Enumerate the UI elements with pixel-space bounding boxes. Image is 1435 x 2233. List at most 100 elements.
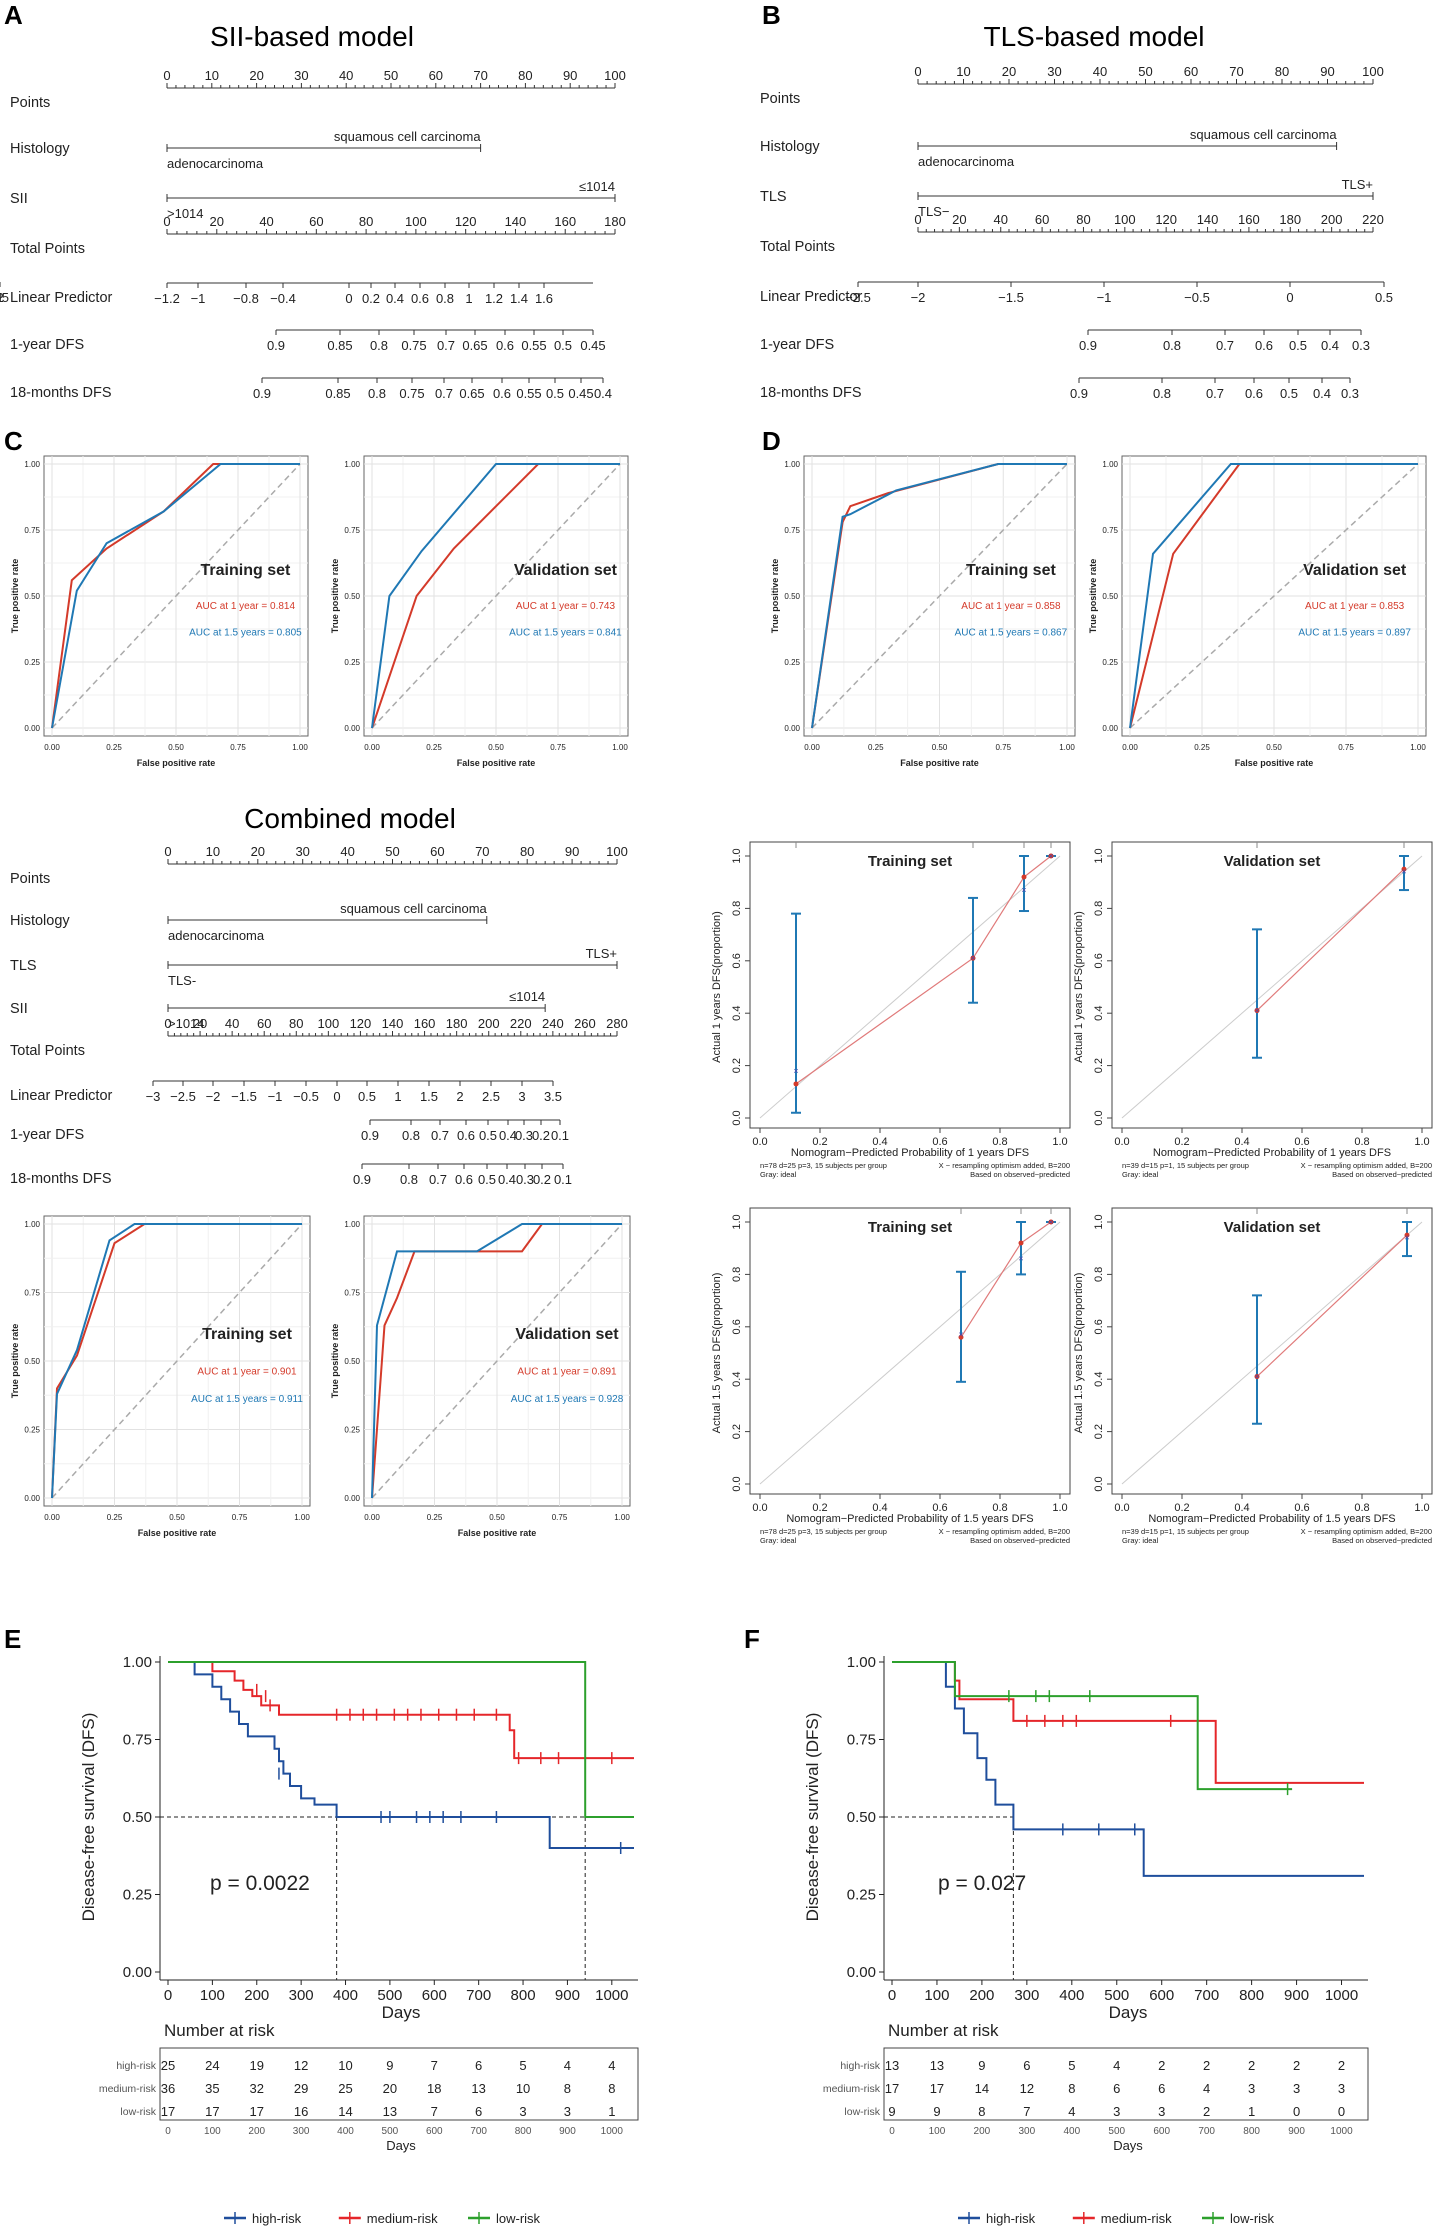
- calibration-line: [1256, 868, 1405, 1012]
- corrected-marker: ×: [1048, 851, 1053, 861]
- legend-label: medium-risk: [1101, 2211, 1172, 2226]
- y-axis-label: Disease-free survival (DFS): [803, 1713, 822, 1922]
- x-tick-label: 0.25: [106, 743, 122, 752]
- y-tick-label: 0.50: [123, 1809, 152, 1826]
- x-tick-label: 700: [466, 1987, 491, 2004]
- nomo-tick-label: 0.2: [362, 291, 380, 306]
- risk-count: 18: [427, 2081, 441, 2096]
- x-tick-label: 1.00: [1410, 743, 1426, 752]
- nomo-tick-label: 80: [289, 1016, 303, 1031]
- calibration-1_5yr-validation: 0.0 0.2 0.4 0.6 0.8 1.0 0.0 0.2 0.4 0.6 0.8 1.0 Nomo…: [1073, 1207, 1433, 1545]
- risk-row-label: medium-risk: [823, 2083, 881, 2095]
- panel-letter-a: A: [4, 0, 23, 30]
- x-tick-label: 0.0: [752, 1136, 767, 1148]
- nomo-tick-label: −0.5: [1184, 290, 1210, 305]
- nomo-tick-label: 0.75: [399, 386, 424, 401]
- y-tick-label: 0.00: [344, 724, 360, 733]
- risk-count: 16: [294, 2104, 308, 2119]
- footer-note: Based on observed−predicted: [1332, 1170, 1432, 1179]
- corrected-marker: ×: [1021, 885, 1026, 895]
- y-tick-label: 0.50: [784, 592, 800, 601]
- y-tick-label: 0.6: [1093, 1319, 1105, 1334]
- y-tick-label: 0.8: [1093, 901, 1105, 916]
- x-tick-label: 0.6: [1294, 1136, 1309, 1148]
- y-tick-label: 0.75: [344, 526, 360, 535]
- nomo-tick-label: 60: [1184, 64, 1198, 79]
- nomo-tick-label: 100: [606, 844, 628, 859]
- footer-note: Gray: ideal: [1122, 1536, 1159, 1545]
- risk-x-tick-label: 900: [1288, 2126, 1305, 2137]
- nomo-tick-label: 0.9: [353, 1172, 371, 1187]
- x-axis-label: False positive rate: [1235, 758, 1314, 768]
- roc-sii-validation: 0.00 0.00 0.25 0.25 0.50 0.50 0.75 0.75 1.00 1.00…: [330, 455, 629, 768]
- y-tick-label: 0.6: [1093, 953, 1105, 968]
- x-tick-label: 0.00: [44, 1513, 60, 1522]
- nomo-tick-label: 280: [606, 1016, 628, 1031]
- nomo-tick-label: 0.65: [462, 338, 487, 353]
- nomo-tick-label: 0.85: [325, 386, 350, 401]
- nomo-tick-label: 1: [0, 290, 4, 305]
- nomo-tick-label: −1: [191, 291, 206, 306]
- y-tick-label: 0.00: [847, 1964, 876, 1981]
- risk-count: 4: [1203, 2081, 1210, 2096]
- nomo-tick-label: 0.4: [386, 291, 404, 306]
- corrected-marker: ×: [1401, 867, 1406, 877]
- nomo-tick-label: 40: [259, 214, 273, 229]
- risk-count: 14: [338, 2104, 352, 2119]
- y-tick-label: 0.00: [123, 1964, 152, 1981]
- risk-count: 17: [161, 2104, 175, 2119]
- risk-count: 6: [1158, 2081, 1165, 2096]
- auc-label: AUC at 1 year = 0.858: [961, 601, 1061, 612]
- panel-letter-b: B: [762, 0, 781, 30]
- risk-x-tick-label: 600: [426, 2126, 443, 2137]
- nomo-tick-label: 0.9: [1070, 386, 1088, 401]
- nomo-tick-label: −1.5: [998, 290, 1024, 305]
- risk-count: 32: [250, 2081, 264, 2096]
- nomo-tick-label: 90: [563, 68, 577, 83]
- risk-count: 0: [1293, 2104, 1300, 2119]
- nomo-level-label: >1014: [167, 206, 204, 221]
- footer-note: Based on observed−predicted: [970, 1536, 1070, 1545]
- nomo-tick-label: 1.5: [420, 1089, 438, 1104]
- risk-count: 7: [431, 2104, 438, 2119]
- ideal-line: [759, 855, 1061, 1119]
- nomo-row-label: Total Points: [760, 239, 835, 255]
- diagonal-reference: [1129, 463, 1419, 729]
- auc-label: AUC at 1.5 years = 0.867: [955, 628, 1068, 639]
- risk-count: 2: [1203, 2058, 1210, 2073]
- footer-note: n=78 d=25 p=3, 15 subjects per group: [760, 1161, 887, 1170]
- corrected-marker: ×: [793, 1066, 798, 1076]
- y-tick-label: 0.50: [1102, 592, 1118, 601]
- y-tick-label: 0.2: [1093, 1058, 1105, 1073]
- risk-count: 2: [1248, 2058, 1255, 2073]
- corrected-marker: ×: [1254, 1372, 1259, 1382]
- calibration-1yr-training: 0.0 0.2 0.4 0.6 0.8 1.0 0.0 0.2 0.4 0.6 0.8 1.0 Nomo…: [711, 841, 1071, 1179]
- nomo-tick-label: 60: [429, 68, 443, 83]
- nomo-tick-label: 0.8: [1163, 338, 1181, 353]
- risk-x-tick-label: 200: [248, 2126, 265, 2137]
- x-tick-label: 0.4: [1234, 1502, 1249, 1514]
- risk-count: 4: [564, 2058, 571, 2073]
- nomo-row-label: Total Points: [10, 241, 85, 257]
- nomo-tick-label: 220: [1362, 212, 1384, 227]
- nomo-tick-label: 70: [475, 844, 489, 859]
- x-tick-label: 0.6: [932, 1136, 947, 1148]
- y-tick-label: 0.75: [847, 1732, 876, 1749]
- risk-count: 3: [1113, 2104, 1120, 2119]
- nomo-tick-label: 100: [1114, 212, 1136, 227]
- risk-count: 36: [161, 2081, 175, 2096]
- nomo-tick-label: −3: [146, 1089, 161, 1104]
- risk-x-axis-label: Days: [1113, 2138, 1143, 2153]
- risk-x-tick-label: 800: [1243, 2126, 1260, 2137]
- observed-point: [1254, 1008, 1260, 1014]
- footer-note: Gray: ideal: [1122, 1170, 1159, 1179]
- nomo-tick-label: 0: [914, 212, 921, 227]
- nomo-tick-label: 20: [193, 1016, 207, 1031]
- nomo-tick-label: 20: [1002, 64, 1016, 79]
- nomo-tick-label: 30: [295, 844, 309, 859]
- risk-count: 3: [564, 2104, 571, 2119]
- roc-tls-validation: 0.00 0.00 0.25 0.25 0.50 0.50 0.75 0.75 1.00 1.00…: [1088, 455, 1427, 768]
- footer-note: Gray: ideal: [760, 1170, 797, 1179]
- x-tick-label: 0.8: [992, 1502, 1007, 1514]
- corrected-marker: ×: [1018, 1254, 1023, 1264]
